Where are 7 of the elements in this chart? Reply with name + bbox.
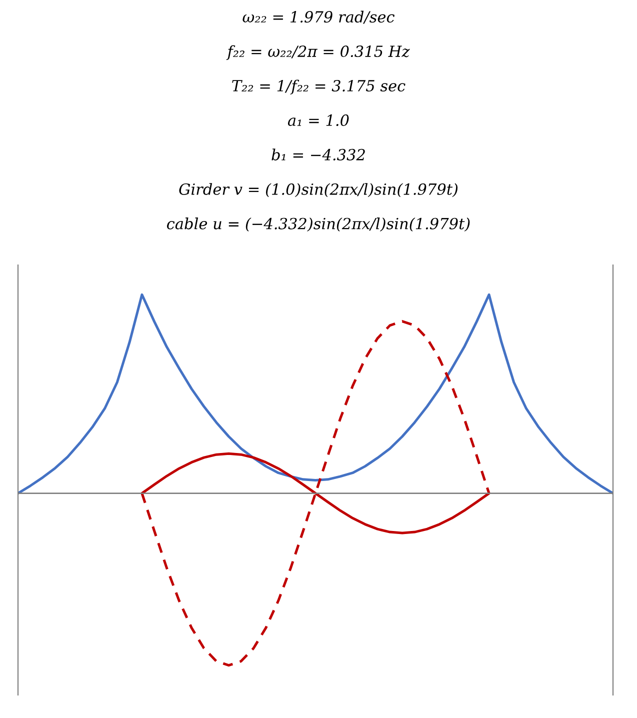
text: f₂₂ = ω₂₂/2π = 0.315 Hz [226,45,410,60]
text: b₁ = −4.332 [272,148,365,160]
text: cable u = (−4.332)sin(2πx/l)sin(1.979t) [166,218,470,232]
text: a₁ = 1.0 [288,114,349,126]
text: ω₂₂ = 1.979 rad/sec [242,10,395,24]
text: Girder v = (1.0)sin(2πx/l)sin(1.979t) [179,183,458,198]
text: T₂₂ = 1/f₂₂ = 3.175 sec [232,80,406,94]
